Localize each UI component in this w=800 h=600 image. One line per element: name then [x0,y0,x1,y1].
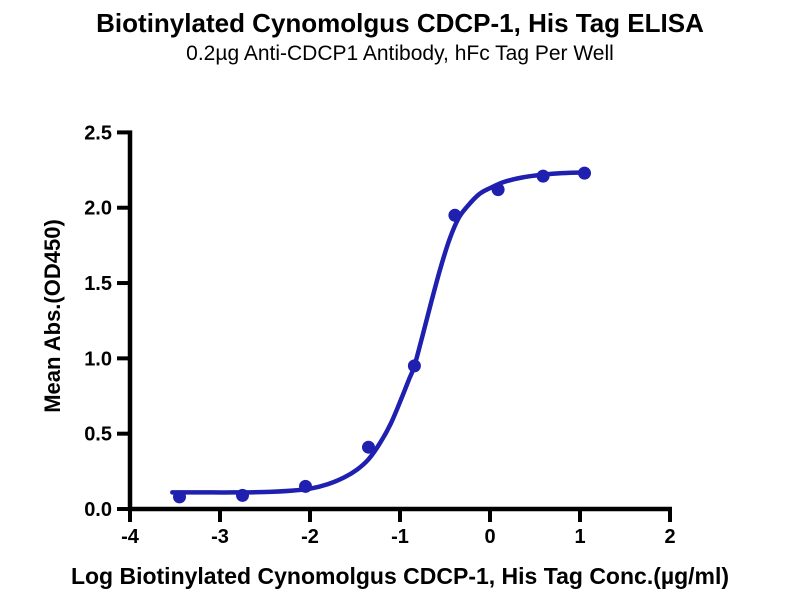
data-point [448,208,462,222]
chart-title: Biotinylated Cynomolgus CDCP-1, His Tag … [96,8,704,38]
data-point [536,169,550,183]
x-tick-label: 0 [484,526,495,548]
x-axis-label: Log Biotinylated Cynomolgus CDCP-1, His … [71,563,729,589]
x-tick-label: -2 [301,526,319,548]
data-point [173,490,186,504]
y-tick-label: 1.5 [84,273,112,295]
y-tick-label: 1.0 [84,348,112,370]
y-axis-label: Mean Abs.(OD450) [40,219,65,413]
axis-line [127,130,672,512]
x-tick-label: 2 [664,526,675,548]
data-point [236,488,249,502]
x-tick-label: 1 [574,526,585,548]
y-tick-label: 0.5 [84,424,112,446]
x-tick-label: -3 [211,526,229,548]
x-tick-label: -1 [391,526,409,548]
x-tick-label: -4 [121,526,140,548]
axes: -4 -3 -2 -1 0 1 2 0.0 0.5 1.0 1.5 2.0 2.5 [84,122,675,548]
data-point [407,359,421,373]
data-point [578,166,591,180]
fit-curve [170,170,589,495]
chart-subtitle: 0.2µg Anti-CDCP1 Antibody, hFc Tag Per W… [186,42,614,65]
data-point [299,479,312,493]
data-point [491,183,505,197]
y-tick-label: 2.0 [84,198,112,220]
y-tick-label: 0.0 [84,499,112,521]
dose-response-series [170,166,591,504]
data-point [362,440,375,454]
y-tick-label: 2.5 [84,122,112,144]
